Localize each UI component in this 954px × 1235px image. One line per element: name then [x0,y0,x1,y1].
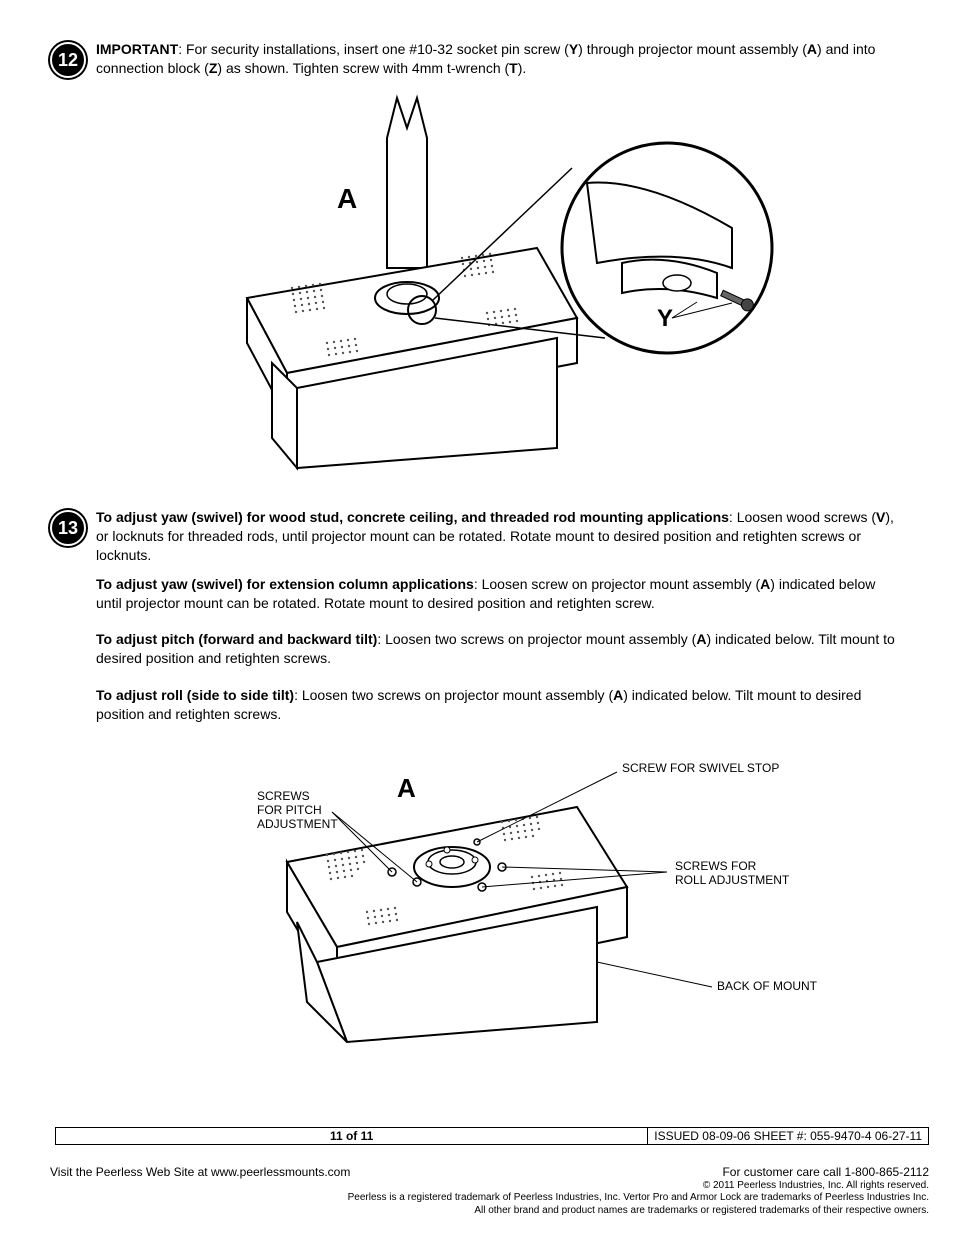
footer-lines: Visit the Peerless Web Site at www.peerl… [50,1165,929,1218]
figure-1-svg: A Y [177,88,777,488]
callout-swivel: SCREW FOR SWIVEL STOP [622,761,779,775]
footer-care: For customer care call 1-800-865-2112 [722,1165,929,1180]
step-13-p2: To adjust yaw (swivel) for extension col… [96,575,904,613]
callout-pitch-3: ADJUSTMENT [257,817,338,831]
step-13: 13 To adjust yaw (swivel) for wood stud,… [50,508,904,565]
step-12: 12 IMPORTANT: For security installations… [50,40,904,78]
page-number: 11 of 11 [56,1129,647,1143]
footer-visit: Visit the Peerless Web Site at www.peerl… [50,1165,350,1180]
fig1-label-y: Y [657,305,673,332]
step-badge-12: 12 [50,42,86,78]
step-13-p1: To adjust yaw (swivel) for wood stud, co… [96,508,904,565]
figure-1: A Y [50,88,904,488]
step-12-text: IMPORTANT: For security installations, i… [96,40,904,78]
sheet-info: ISSUED 08-09-06 SHEET #: 055-9470-4 06-2… [647,1128,928,1144]
callout-pitch-1: SCREWS [257,789,310,803]
figure-2-svg: A SCREW FOR SWIVEL STOP SCREWS FOR PITCH… [127,742,827,1052]
footer-tm2: All other brand and product names are tr… [50,1205,929,1218]
callout-roll-1: SCREWS FOR [675,859,757,873]
footer-box: 11 of 11 ISSUED 08-09-06 SHEET #: 055-94… [55,1127,929,1145]
callout-back: BACK OF MOUNT [717,979,818,993]
footer-copyright: © 2011 Peerless Industries, Inc. All rig… [50,1180,929,1193]
important-label: IMPORTANT [96,41,178,57]
fig2-label-a: A [397,773,416,803]
step-13-p4: To adjust roll (side to side tilt): Loos… [96,686,904,724]
step-badge-13: 13 [50,510,86,546]
figure-2: A SCREW FOR SWIVEL STOP SCREWS FOR PITCH… [50,742,904,1052]
callout-roll-2: ROLL ADJUSTMENT [675,873,790,887]
fig1-label-a: A [337,183,357,214]
step-13-p3: To adjust pitch (forward and backward ti… [96,630,904,668]
callout-pitch-2: FOR PITCH [257,803,322,817]
footer-tm1: Peerless is a registered trademark of Pe… [50,1192,929,1205]
